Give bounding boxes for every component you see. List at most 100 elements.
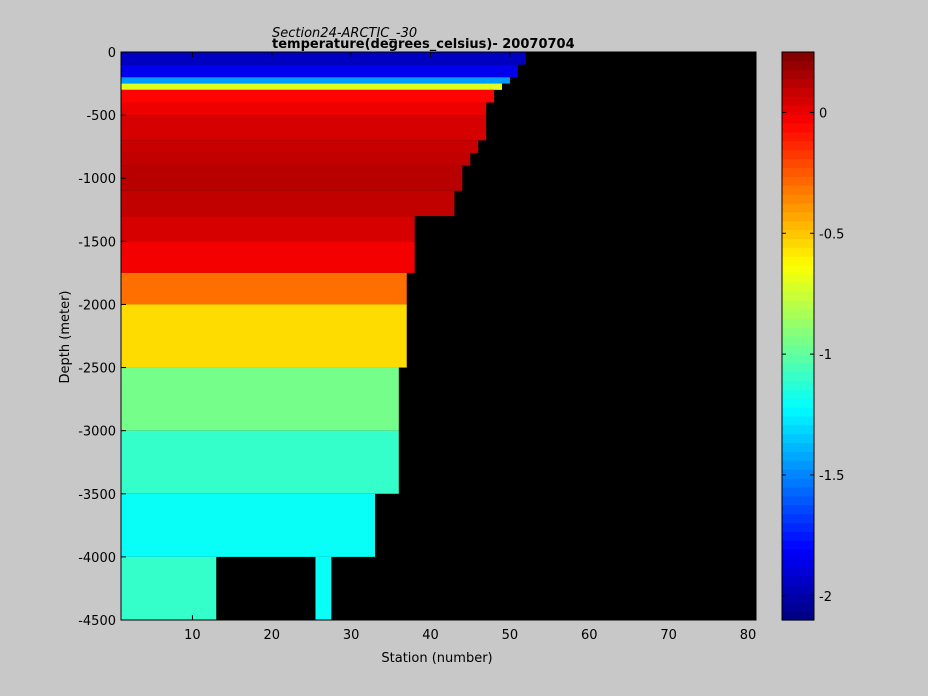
heatmap-layer-4 <box>121 89 495 103</box>
colorbar-step <box>782 69 814 80</box>
x-axis-label: Station (number) <box>381 651 492 666</box>
colorbar-step <box>782 451 814 461</box>
heatmap-layer-1 <box>121 64 518 78</box>
colorbar-step <box>782 282 814 293</box>
plot-area <box>120 51 757 621</box>
colorbar-step <box>782 513 814 523</box>
heatmap-layer-17 <box>121 493 375 557</box>
colorbar-step <box>782 273 814 284</box>
heatmap-layer-6 <box>121 115 487 141</box>
colorbar: 0 -0.5 -1 -1.5 -2 <box>781 51 844 621</box>
colorbar-step <box>782 158 814 168</box>
y-tick-label: -500 <box>86 109 116 124</box>
x-tick-label: 40 <box>422 628 439 643</box>
colorbar-step <box>782 265 814 275</box>
colorbar-frame <box>781 51 815 621</box>
colorbar-tick-label: 0 <box>819 106 827 121</box>
heatmap-layer-10 <box>121 190 455 217</box>
colorbar-step <box>782 256 814 266</box>
colorbar-step <box>782 167 814 177</box>
colorbar-step <box>782 300 814 310</box>
colorbar-step <box>782 584 814 594</box>
chart-title: Section24-ARCTIC_-30 <box>272 26 417 41</box>
heatmap-column-0 <box>315 556 332 620</box>
colorbar-step <box>782 131 814 142</box>
y-tick-label: -2500 <box>78 362 116 377</box>
colorbar-step <box>782 229 814 239</box>
y-axis-label: Depth (meter) <box>58 291 73 384</box>
colorbar-step <box>782 291 814 302</box>
y-tick-label: 0 <box>108 46 116 61</box>
colorbar-step <box>782 380 814 390</box>
y-axis: 0 -500 -1000 -1500 -2000 -2500 -3000 -3500 -4000… <box>78 46 756 629</box>
colorbar-gradient <box>782 52 814 621</box>
colorbar-step <box>782 389 814 399</box>
heatmap-layer-3 <box>121 83 502 90</box>
heatmap-layer-7 <box>121 140 479 153</box>
colorbar-step <box>782 336 814 346</box>
colorbar-step <box>782 344 814 355</box>
y-tick-label: -4500 <box>78 614 116 629</box>
x-tick-label: 50 <box>502 628 519 643</box>
colorbar-step <box>782 140 814 151</box>
colorbar-step <box>782 149 814 160</box>
colorbar-step <box>782 353 814 364</box>
colorbar-step <box>782 202 814 213</box>
colorbar-step <box>782 318 814 328</box>
y-tick-label: -1000 <box>78 172 116 187</box>
colorbar-step <box>782 575 814 586</box>
colorbar-step <box>782 78 814 89</box>
colorbar-tick-label: -2 <box>819 590 832 605</box>
colorbar-step <box>782 415 814 426</box>
colorbar-step <box>782 238 814 248</box>
colorbar-step <box>782 531 814 541</box>
heatmap-layer-18 <box>121 556 217 620</box>
colorbar-step <box>782 105 814 115</box>
colorbar-step <box>782 566 814 577</box>
colorbar-step <box>782 407 814 417</box>
x-axis: 10 20 30 40 50 60 70 80 <box>184 52 756 643</box>
x-tick-label: 10 <box>184 628 201 643</box>
colorbar-step <box>782 247 814 257</box>
colorbar-step <box>782 327 814 337</box>
colorbar-step <box>782 460 814 470</box>
y-tick-label: -2000 <box>78 298 116 313</box>
y-tick-label: -3500 <box>78 488 116 503</box>
colorbar-ticks: 0 -0.5 -1 -1.5 -2 <box>782 106 844 605</box>
heatmap-layer-9 <box>121 165 463 191</box>
colorbar-step <box>782 611 814 621</box>
colorbar-step <box>782 362 814 373</box>
colorbar-step <box>782 220 814 231</box>
heatmap-layer-12 <box>121 241 415 273</box>
colorbar-step <box>782 114 814 124</box>
x-tick-label: 80 <box>740 628 757 643</box>
heatmap-cells <box>121 52 526 620</box>
plot-frame <box>120 51 757 621</box>
colorbar-step <box>782 52 814 62</box>
colorbar-tick-label: -1 <box>819 348 832 363</box>
y-tick-label: -3000 <box>78 425 116 440</box>
colorbar-tick-label: -1.5 <box>819 469 844 484</box>
colorbar-step <box>782 522 814 532</box>
x-tick-label: 60 <box>581 628 598 643</box>
heatmap-layer-14 <box>121 304 407 368</box>
colorbar-step <box>782 433 814 444</box>
x-tick-label: 20 <box>264 628 281 643</box>
y-tick-label: -4000 <box>78 551 116 566</box>
colorbar-step <box>782 540 814 550</box>
colorbar-step <box>782 486 814 497</box>
colorbar-step <box>782 557 814 568</box>
heatmap-layer-13 <box>121 272 407 305</box>
colorbar-step <box>782 176 814 186</box>
colorbar-step <box>782 194 814 204</box>
colorbar-step <box>782 549 814 559</box>
colorbar-step <box>782 96 814 106</box>
colorbar-tick-label: -0.5 <box>819 227 844 242</box>
heatmap-layer-0 <box>121 52 526 65</box>
heatmap-layer-5 <box>121 102 487 116</box>
colorbar-step <box>782 371 814 381</box>
colorbar-step <box>782 478 814 488</box>
colorbar-step <box>782 211 814 222</box>
colorbar-step <box>782 398 814 408</box>
